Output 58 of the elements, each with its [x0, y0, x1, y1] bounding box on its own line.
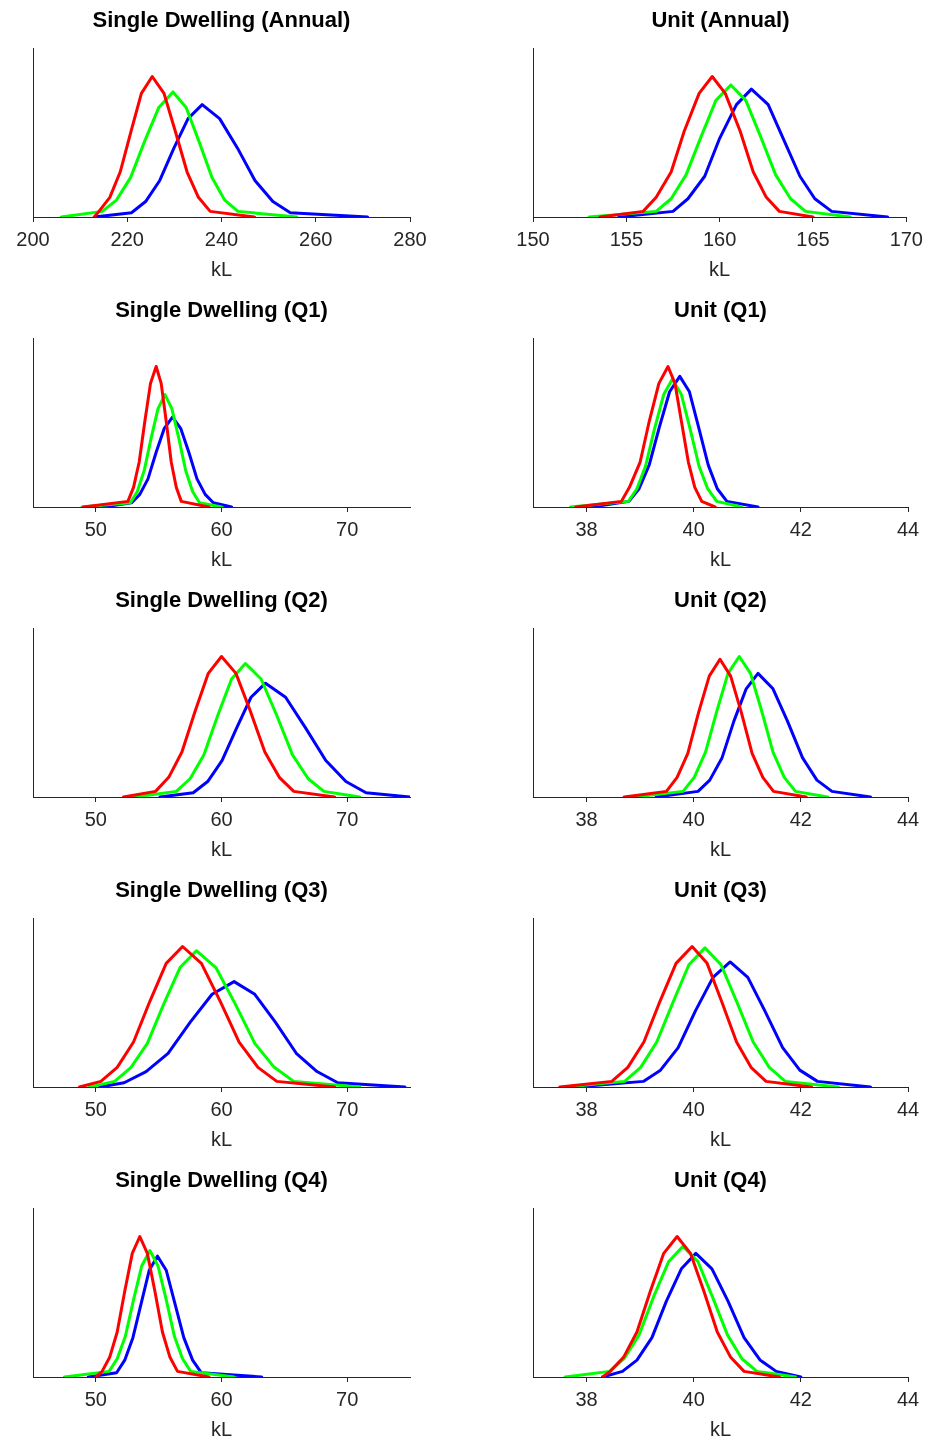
x-tick-label: 200 [16, 227, 50, 250]
x-axis-title: kL [709, 257, 731, 280]
x-tick-label: 50 [84, 1097, 107, 1120]
chart-title: Single Dwelling (Q3) [115, 877, 328, 903]
x-tick-label: 38 [575, 1387, 598, 1410]
x-tick-label: 160 [702, 227, 737, 250]
x-tick-label: 280 [393, 227, 427, 250]
x-tick-label: 220 [110, 227, 144, 250]
x-tick-label: 44 [896, 517, 920, 540]
x-axis-title: kL [210, 547, 233, 570]
x-axis-title: kL [210, 1127, 233, 1150]
chart-title: Unit (Q2) [674, 587, 767, 613]
x-tick-label: 44 [896, 807, 920, 830]
x-tick-label: 70 [336, 1387, 359, 1410]
x-axis-title: kL [210, 257, 233, 280]
x-tick-label: 150 [516, 227, 550, 250]
x-axis-title: kL [709, 547, 732, 570]
x-tick-label: 240 [204, 227, 239, 250]
x-tick-label: 40 [682, 1097, 705, 1120]
x-tick-label: 70 [336, 807, 359, 830]
x-axis-title: kL [709, 837, 732, 860]
chart-title: Single Dwelling (Q4) [115, 1167, 328, 1193]
x-tick-label: 70 [336, 1097, 359, 1120]
x-tick-label: 38 [575, 517, 598, 540]
x-tick-label: 40 [682, 807, 705, 830]
x-tick-label: 42 [789, 517, 812, 540]
x-tick-label: 42 [789, 1097, 812, 1120]
x-tick-label: 60 [210, 517, 233, 540]
x-tick-label: 44 [896, 1387, 920, 1410]
x-tick-label: 60 [210, 1097, 233, 1120]
chart-title: Single Dwelling (Q2) [115, 587, 328, 613]
x-tick-label: 50 [84, 517, 107, 540]
x-tick-label: 42 [789, 807, 812, 830]
x-tick-label: 60 [210, 1387, 233, 1410]
x-tick-label: 60 [210, 807, 233, 830]
chart-title: Unit (Q4) [674, 1167, 767, 1193]
x-tick-label: 50 [84, 1387, 107, 1410]
x-axis-title: kL [709, 1127, 732, 1150]
x-tick-label: 70 [336, 517, 359, 540]
x-tick-label: 38 [575, 807, 598, 830]
x-axis-title: kL [210, 1417, 233, 1440]
x-tick-label: 40 [682, 1387, 705, 1410]
chart-title: Unit (Annual) [651, 7, 790, 33]
x-axis-title: kL [210, 837, 233, 860]
chart-title: Unit (Q3) [674, 877, 767, 903]
chart-title: Single Dwelling (Q1) [115, 297, 328, 323]
x-tick-label: 44 [896, 1097, 920, 1120]
x-axis-title: kL [709, 1417, 732, 1440]
x-tick-label: 40 [682, 517, 705, 540]
chart-title: Unit (Q1) [674, 297, 767, 323]
x-tick-label: 38 [575, 1097, 598, 1120]
x-tick-label: 165 [796, 227, 830, 250]
chart-title: Single Dwelling (Annual) [92, 7, 351, 33]
x-tick-label: 260 [299, 227, 333, 250]
x-tick-label: 42 [789, 1387, 812, 1410]
x-tick-label: 50 [84, 807, 107, 830]
x-tick-label: 155 [609, 227, 644, 250]
x-tick-label: 170 [889, 227, 923, 250]
